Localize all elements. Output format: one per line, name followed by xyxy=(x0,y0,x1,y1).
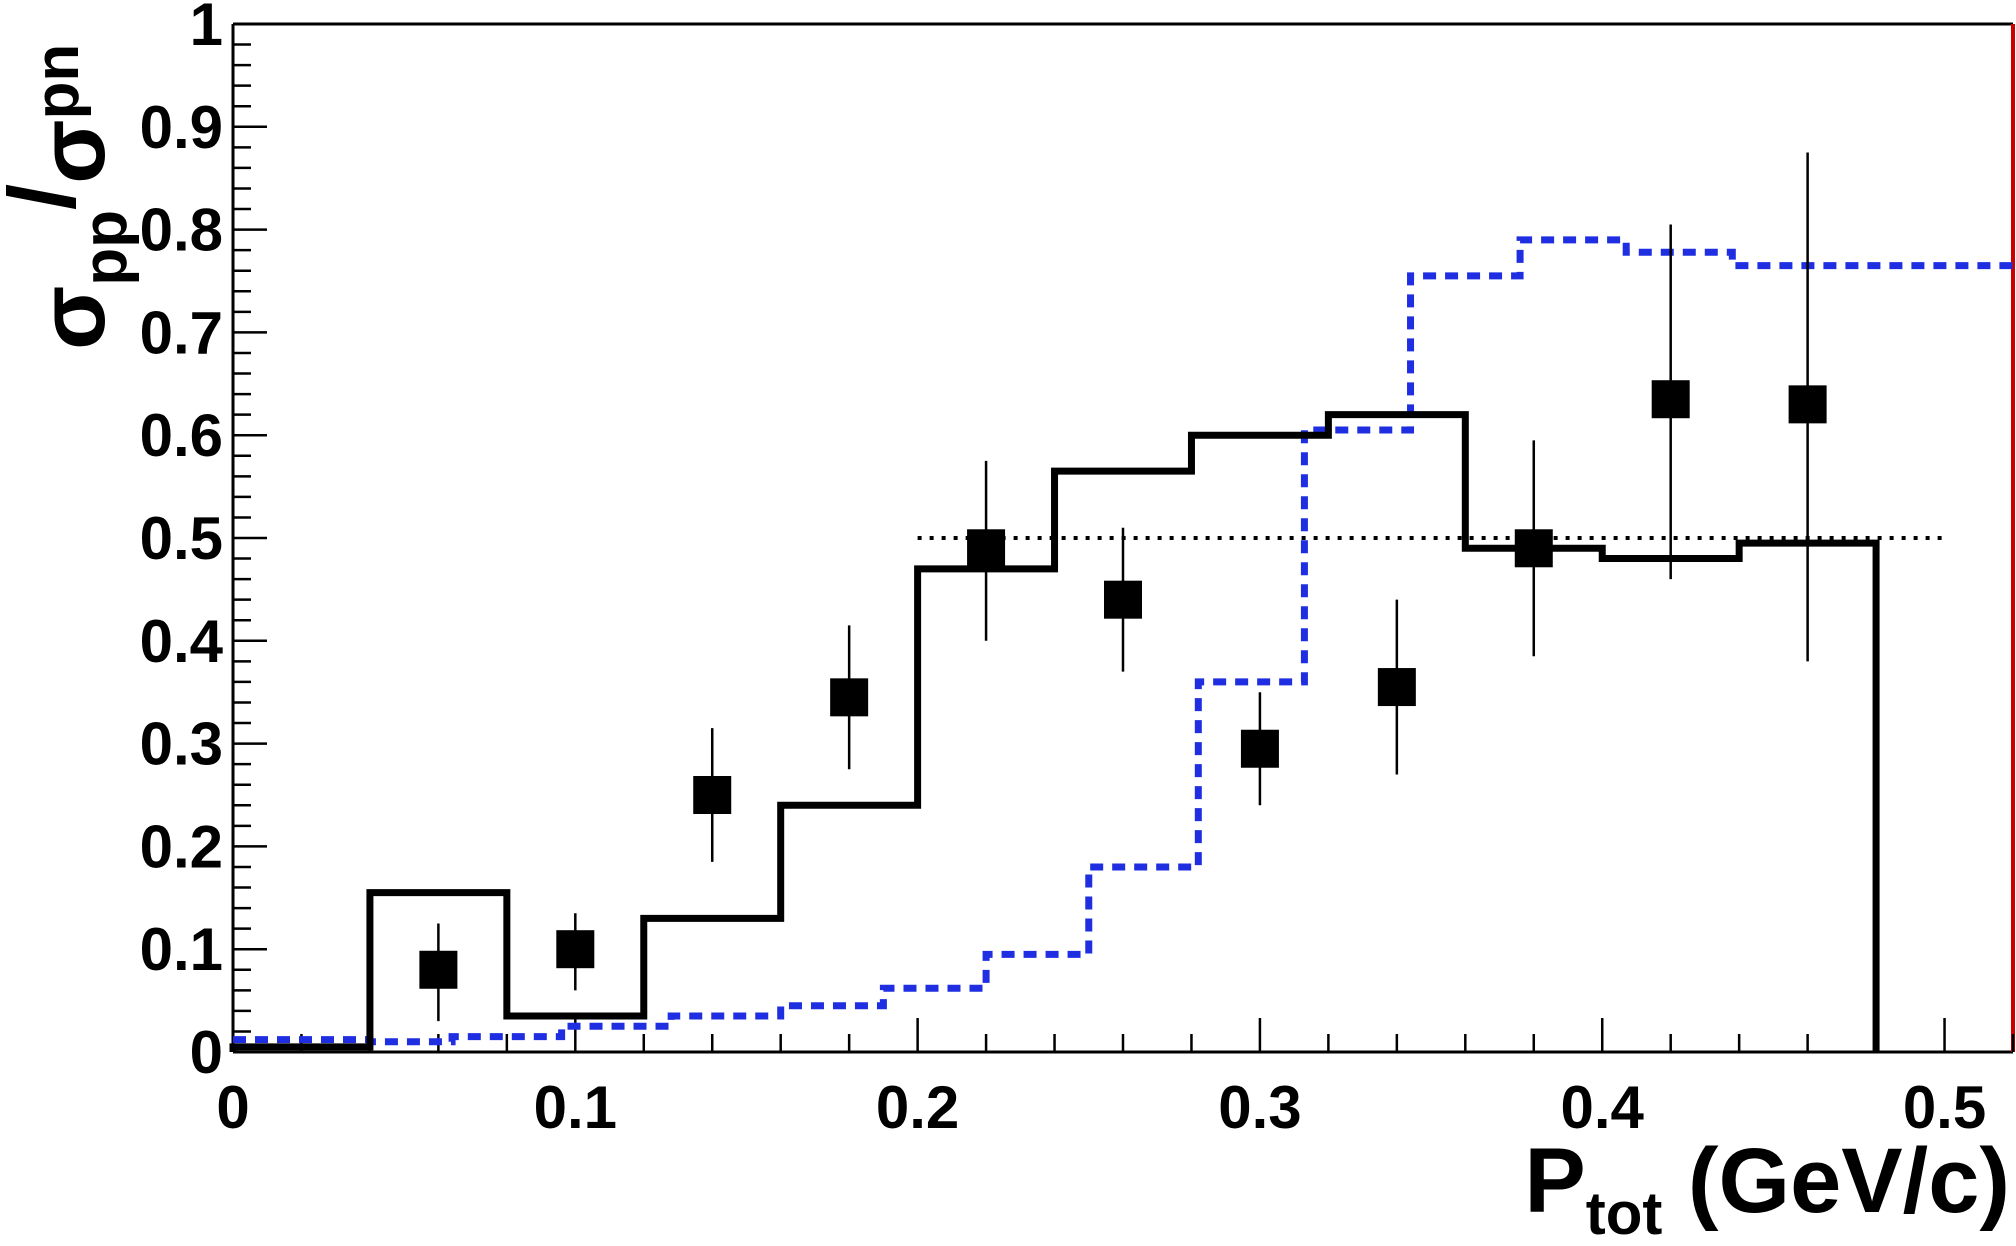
y-tick-label: 0.5 xyxy=(140,505,223,572)
x-tick-label: 0.1 xyxy=(534,1074,617,1141)
blue-histogram-series xyxy=(233,236,2013,1046)
data-point-marker xyxy=(1651,380,1690,419)
y-axis-title: σpp/σpn xyxy=(0,44,140,350)
tick-labels-layer: 0 0.1 0.2 0.3 0.4 0.5 0.6 0.7 0.8 0.9 1 0 0.1 0.2 0.3 0… xyxy=(140,0,1987,1141)
x-tick-label: 0.5 xyxy=(1903,1074,1986,1141)
x-axis-title-main: P xyxy=(1524,1130,1585,1232)
x-tick-label: 0.2 xyxy=(876,1074,959,1141)
y-tick-label: 0.3 xyxy=(140,711,223,778)
y-tick-label: 0.8 xyxy=(140,197,223,264)
data-point-marker xyxy=(1377,668,1416,707)
x-tick-label: 0.3 xyxy=(1218,1074,1301,1141)
y-axis-title-den: σ xyxy=(19,120,124,184)
y-tick-label: 0.6 xyxy=(140,402,223,469)
x-axis-title: Ptot (GeV/c) xyxy=(1524,1130,2010,1246)
black-histogram-series xyxy=(229,411,1880,1052)
x-tick-label: 0 xyxy=(216,1074,249,1141)
y-tick-label: 0.2 xyxy=(140,813,223,880)
x-axis-title-sub: tot xyxy=(1586,1180,1663,1246)
data-point-marker xyxy=(967,529,1006,568)
y-tick-label: 1 xyxy=(190,0,223,58)
x-axis-title-unit: (GeV/c) xyxy=(1662,1130,2010,1232)
y-axis-title-num: σ xyxy=(19,286,124,350)
y-tick-label: 0.7 xyxy=(140,299,223,366)
y-axis-title-num-sub: pp xyxy=(71,210,140,286)
y-tick-label: 0.9 xyxy=(140,94,223,161)
data-point-marker xyxy=(556,930,595,969)
data-point-marker xyxy=(1104,580,1142,619)
x-tick-label: 0.4 xyxy=(1561,1074,1645,1141)
blue-histogram-layer xyxy=(233,236,2013,1046)
data-point-marker xyxy=(1788,385,1827,424)
y-axis-title-den-sub: pn xyxy=(23,44,92,120)
y-tick-label: 0.4 xyxy=(140,608,224,675)
data-point-marker xyxy=(830,678,869,717)
data-point-marker xyxy=(693,776,732,814)
data-point-marker xyxy=(1240,729,1279,768)
y-tick-label: 0 xyxy=(190,1019,223,1086)
data-point-marker xyxy=(419,950,458,989)
data-point-marker xyxy=(1514,529,1553,568)
axis-ticks xyxy=(231,22,2015,1054)
black-histogram-layer xyxy=(229,411,1880,1052)
y-tick-label: 0.1 xyxy=(140,916,223,983)
y-axis-title-slash: / xyxy=(0,184,94,210)
data-points-layer xyxy=(419,152,1827,1022)
